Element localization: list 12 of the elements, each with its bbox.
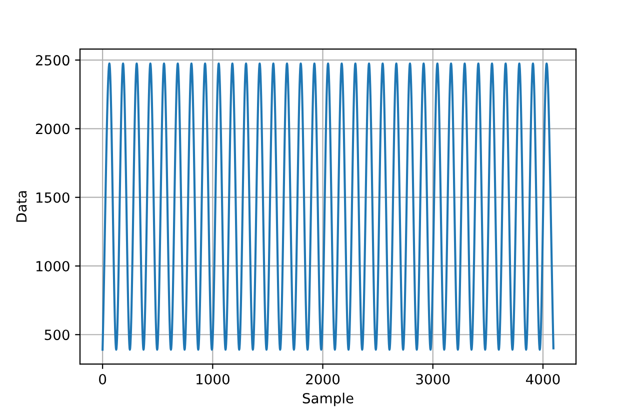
x-axis-title: Sample: [302, 392, 354, 406]
x-tick-label: 2000: [306, 374, 340, 384]
y-tick-label: 2000: [36, 124, 70, 134]
x-tick-label: 0: [99, 374, 106, 384]
y-tick-label: 1000: [36, 260, 70, 272]
y-tick-label: 500: [44, 330, 70, 340]
y-tick-label: 2500: [36, 55, 70, 66]
x-tick-label: 4000: [526, 374, 560, 384]
y-tick-label: 1500: [36, 192, 70, 203]
x-tick-label: 1000: [196, 374, 230, 384]
y-axis-title: Data: [16, 191, 27, 222]
x-tick-label: 3000: [416, 374, 450, 384]
